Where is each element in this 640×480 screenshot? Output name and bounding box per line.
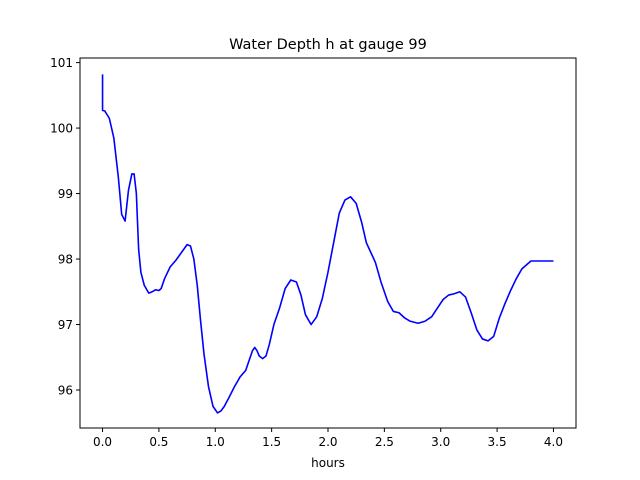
chart-title: Water Depth h at gauge 99 <box>229 37 427 53</box>
x-tick-label: 1.0 <box>206 435 225 449</box>
y-tick-label: 100 <box>50 122 73 136</box>
axes-frame <box>79 57 577 429</box>
x-tick-label: 3.5 <box>488 435 507 449</box>
y-tick-label: 101 <box>50 56 73 70</box>
series-line-0 <box>101 74 554 414</box>
x-axis-label: hours <box>311 456 345 470</box>
x-tick-label: 4.0 <box>544 435 563 449</box>
y-tick-label: 99 <box>58 187 73 201</box>
y-tick-label: 98 <box>58 253 73 267</box>
x-axis: 0.0 0.5 1.0 1.5 2.0 2.5 3.0 3.5 4.0 <box>93 428 563 449</box>
x-tick-label: 3.0 <box>431 435 450 449</box>
x-tick-label: 0.5 <box>149 435 168 449</box>
x-tick-label: 2.5 <box>375 435 394 449</box>
y-axis: 96 97 98 99 100 101 <box>50 56 80 398</box>
plot-area <box>101 74 554 414</box>
y-tick-label: 96 <box>58 384 73 398</box>
x-tick-label: 1.5 <box>262 435 281 449</box>
y-tick-label: 97 <box>58 318 73 332</box>
x-tick-label: 0.0 <box>93 435 112 449</box>
x-tick-label: 2.0 <box>318 435 337 449</box>
